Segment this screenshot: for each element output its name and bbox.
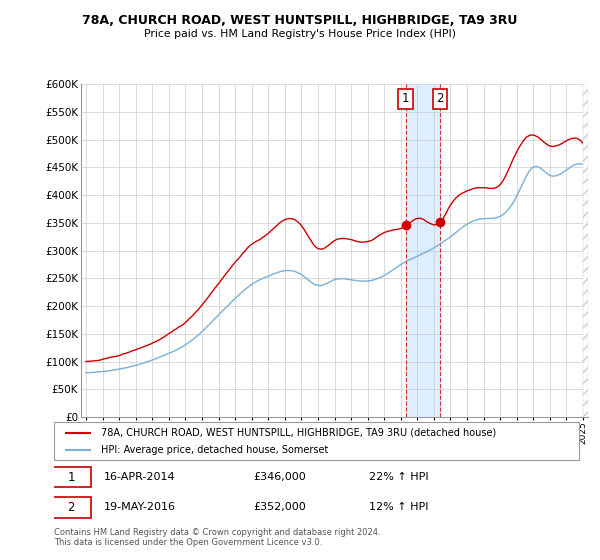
Text: £352,000: £352,000 — [254, 502, 306, 512]
FancyBboxPatch shape — [52, 497, 91, 517]
FancyBboxPatch shape — [54, 422, 579, 460]
FancyBboxPatch shape — [52, 466, 91, 487]
Text: £346,000: £346,000 — [254, 472, 306, 482]
Text: 22% ↑ HPI: 22% ↑ HPI — [369, 472, 428, 482]
Text: 12% ↑ HPI: 12% ↑ HPI — [369, 502, 428, 512]
Text: Contains HM Land Registry data © Crown copyright and database right 2024.
This d: Contains HM Land Registry data © Crown c… — [54, 528, 380, 547]
Bar — [406, 84, 440, 417]
Text: 1: 1 — [402, 92, 409, 105]
Text: 78A, CHURCH ROAD, WEST HUNTSPILL, HIGHBRIDGE, TA9 3RU: 78A, CHURCH ROAD, WEST HUNTSPILL, HIGHBR… — [82, 14, 518, 27]
Text: 2: 2 — [436, 92, 444, 105]
Text: HPI: Average price, detached house, Somerset: HPI: Average price, detached house, Some… — [101, 445, 329, 455]
Text: 78A, CHURCH ROAD, WEST HUNTSPILL, HIGHBRIDGE, TA9 3RU (detached house): 78A, CHURCH ROAD, WEST HUNTSPILL, HIGHBR… — [101, 428, 497, 438]
Text: 2: 2 — [67, 501, 75, 514]
Text: 19-MAY-2016: 19-MAY-2016 — [104, 502, 176, 512]
Text: 1: 1 — [67, 470, 75, 483]
Text: Price paid vs. HM Land Registry's House Price Index (HPI): Price paid vs. HM Land Registry's House … — [144, 29, 456, 39]
Text: 16-APR-2014: 16-APR-2014 — [104, 472, 176, 482]
